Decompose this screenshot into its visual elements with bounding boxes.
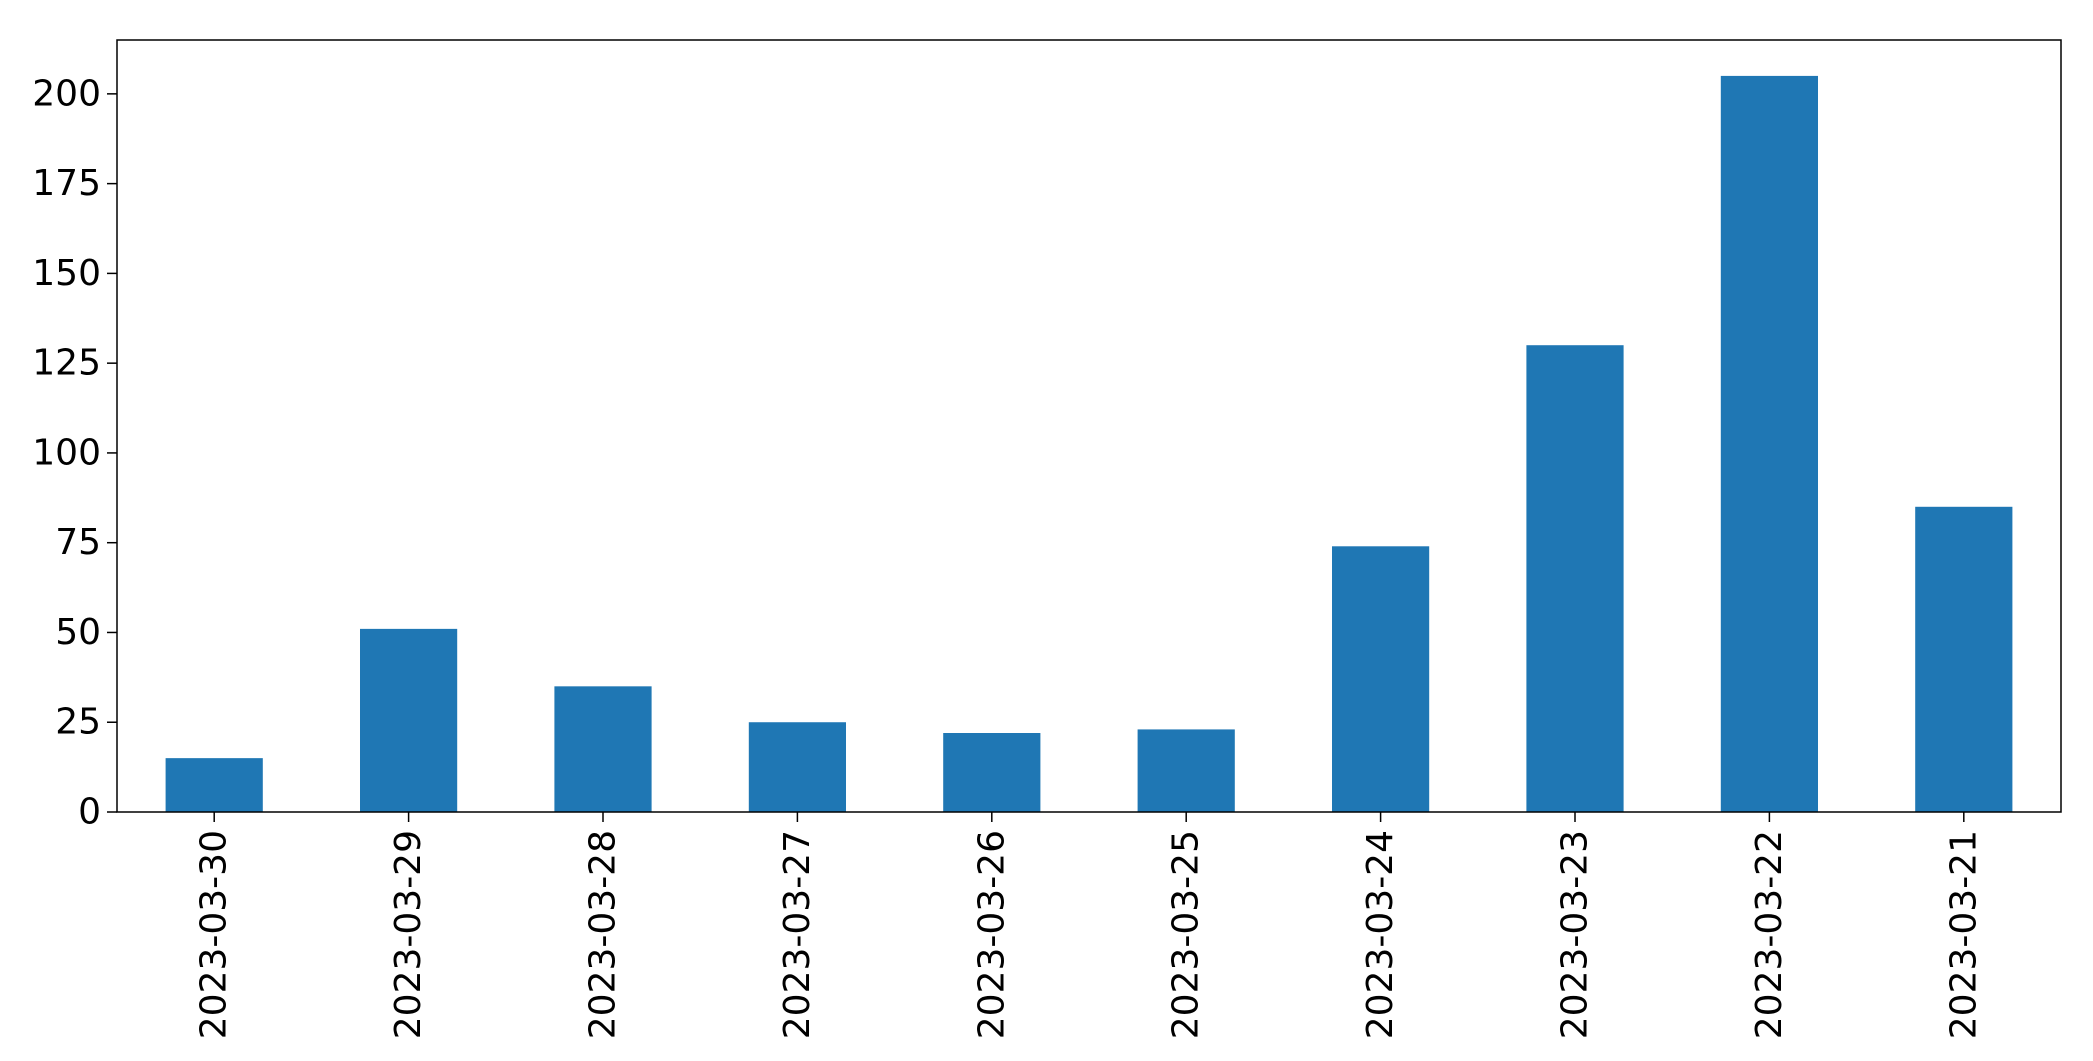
y-tick-label: 125 <box>32 343 101 384</box>
y-tick-label: 25 <box>55 702 101 743</box>
bar-2023-03-21 <box>1915 506 2013 812</box>
y-axis: 0 25 50 75 100 125 150 175 200 <box>32 73 117 833</box>
bar-2023-03-22 <box>1720 75 1818 812</box>
plot-frame <box>116 39 2062 813</box>
y-tick-label: 100 <box>32 432 101 473</box>
bar-2023-03-25 <box>1137 729 1235 812</box>
bar-2023-03-29 <box>360 628 458 812</box>
y-tick-label: 150 <box>32 253 101 294</box>
y-tick-label: 200 <box>32 73 101 114</box>
x-tick-label: 2023-03-29 <box>388 830 429 1039</box>
x-tick-label: 2023-03-30 <box>194 830 235 1039</box>
x-tick-label: 2023-03-28 <box>583 830 624 1039</box>
y-tick-label: 0 <box>78 792 101 833</box>
y-tick-label: 75 <box>55 522 101 563</box>
bar-2023-03-24 <box>1332 546 1430 812</box>
x-tick-label: 2023-03-26 <box>971 830 1012 1039</box>
bar-2023-03-28 <box>554 686 652 812</box>
x-tick-label: 2023-03-27 <box>777 830 818 1039</box>
bar-2023-03-30 <box>165 758 263 812</box>
bar-2023-03-26 <box>943 733 1041 812</box>
x-axis: 2023-03-30 2023-03-29 2023-03-28 2023-03-27… <box>194 812 1984 1039</box>
x-tick-label: 2023-03-25 <box>1166 830 1207 1039</box>
x-tick-label: 2023-03-21 <box>1943 830 1984 1039</box>
bars <box>165 75 2013 812</box>
bar-2023-03-27 <box>748 722 846 812</box>
bar-2023-03-23 <box>1526 345 1624 812</box>
y-tick-label: 50 <box>55 612 101 653</box>
x-tick-label: 2023-03-24 <box>1360 830 1401 1039</box>
x-tick-label: 2023-03-22 <box>1749 830 1790 1039</box>
y-tick-label: 175 <box>32 163 101 204</box>
x-tick-label: 2023-03-23 <box>1555 830 1596 1039</box>
